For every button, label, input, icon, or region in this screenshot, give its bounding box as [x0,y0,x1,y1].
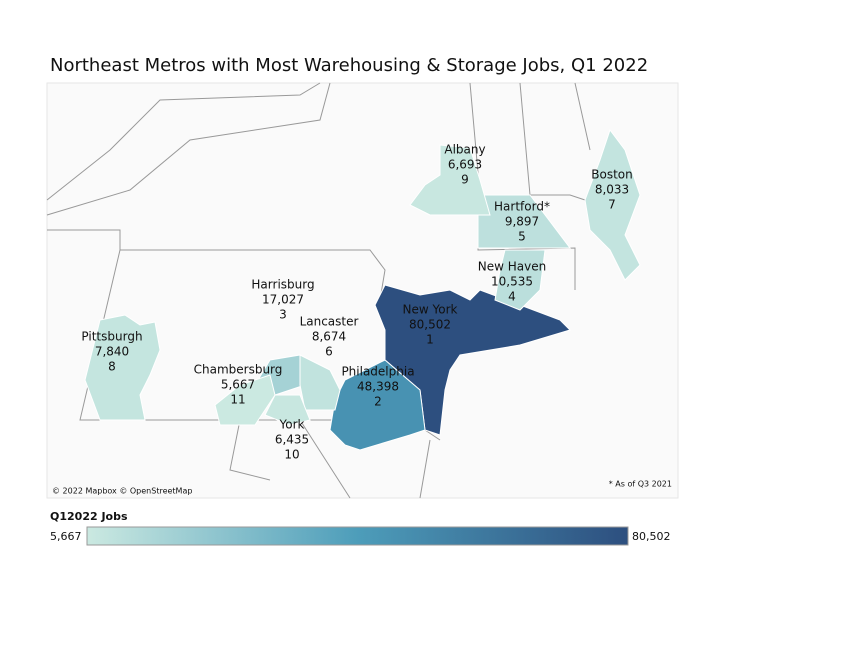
regions [84,128,641,451]
region-rank: 8 [108,360,116,374]
region-rank: 10 [284,448,299,462]
region-rank: 1 [426,333,434,347]
region-value-label: 17,027 [262,293,304,307]
region-rank: 9 [461,173,469,187]
region-rank: 3 [279,308,287,322]
region-rank: 11 [230,393,245,407]
legend-max: 80,502 [632,530,671,543]
region [264,394,311,426]
region-value-label: 10,535 [491,275,533,289]
region-name: Chambersburg [194,363,283,377]
attribution: © 2022 Mapbox © OpenStreetMap [52,487,192,496]
region-value-label: 8,674 [312,330,346,344]
legend-title: Q12022 Jobs [50,510,128,523]
region-value-label: 9,897 [505,215,539,229]
region [214,374,276,426]
region-rank: 4 [508,290,516,304]
legend-min: 5,667 [50,530,82,543]
region-name: Hartford* [494,200,550,214]
region-rank: 5 [518,230,526,244]
region [374,284,571,436]
region-name: Harrisburg [251,278,314,292]
footnote: * As of Q3 2021 [609,480,672,489]
region [477,194,572,249]
region [84,314,161,421]
region-value-label: 80,502 [409,318,451,332]
region [494,249,546,311]
region-value-label: 48,398 [357,380,399,394]
region-name: York [279,418,305,432]
region-name: Boston [591,168,632,182]
region-rank: 7 [608,198,616,212]
region-value-label: 6,693 [448,158,482,172]
region-value-label: 5,667 [221,378,255,392]
region-rank: 2 [374,395,382,409]
region-value-label: 7,840 [95,345,129,359]
region-name: Lancaster [300,315,359,329]
region-name: New York [403,303,458,317]
region [584,128,641,281]
region-name: Philadelphia [341,365,414,379]
region [299,354,341,411]
region-rank: 6 [325,345,333,359]
region [409,144,491,216]
region-name: New Haven [478,260,546,274]
region-name: Pittsburgh [81,330,142,344]
legend-bar [86,526,629,546]
title: Northeast Metros with Most Warehousing &… [50,55,648,76]
region-value-label: 8,033 [595,183,629,197]
region-value-label: 6,435 [275,433,309,447]
region-name: Albany [444,143,485,157]
